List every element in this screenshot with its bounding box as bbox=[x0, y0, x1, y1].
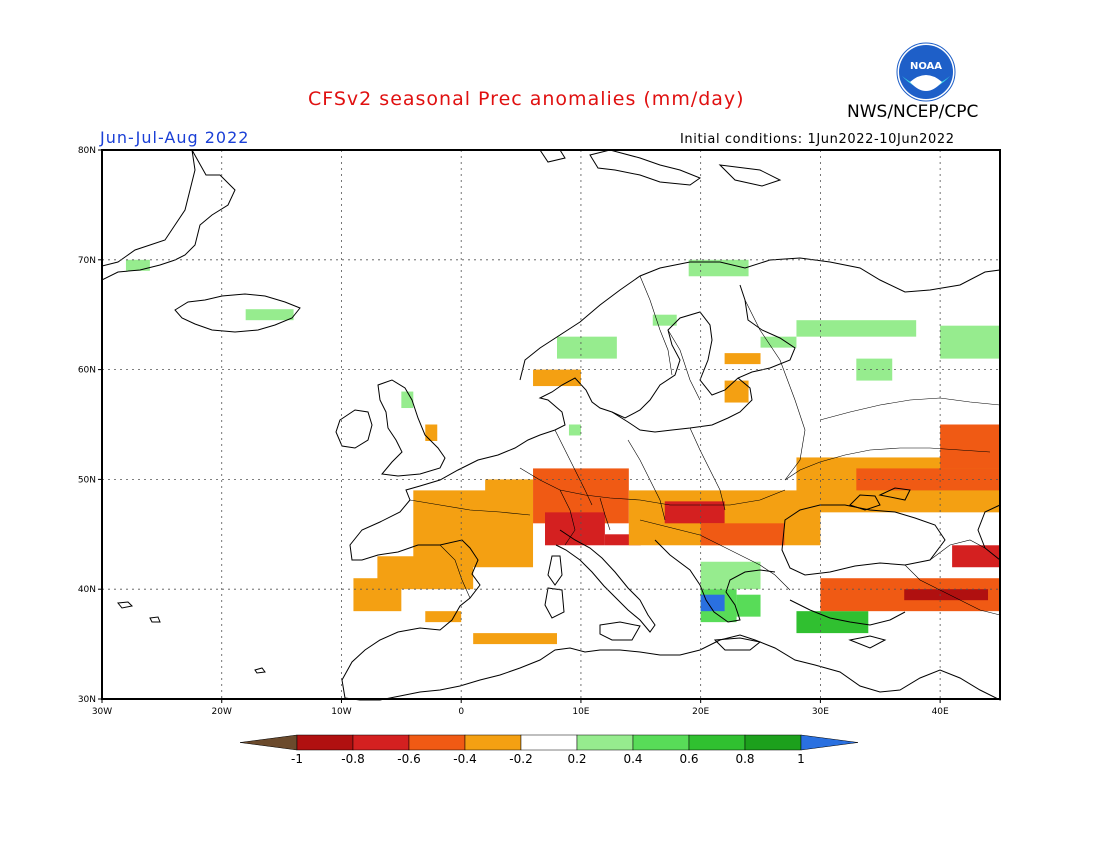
lat-tick-label: 70N bbox=[78, 256, 96, 266]
anomaly-cell bbox=[556, 336, 617, 359]
anomaly-cell bbox=[700, 523, 785, 546]
colorbar-tick-label: 0.6 bbox=[679, 752, 699, 766]
colorbar-bin bbox=[632, 734, 690, 751]
lon-tick-label: 30E bbox=[812, 707, 829, 717]
anomaly-cell bbox=[425, 611, 462, 623]
colorbar-tick-label: -0.2 bbox=[509, 752, 533, 766]
lon-tick-label: 30W bbox=[92, 707, 112, 717]
colorbar-bin bbox=[520, 734, 578, 751]
anomaly-cell bbox=[952, 545, 1000, 568]
country-borders bbox=[409, 275, 1001, 616]
logo-text: NOAA bbox=[910, 61, 942, 72]
colorbar-tick-label: 1 bbox=[797, 752, 805, 766]
colorbar-tick-label: -0.6 bbox=[397, 752, 421, 766]
anomaly-cell bbox=[353, 578, 402, 612]
colorbar bbox=[239, 734, 859, 751]
lon-tick-label: 10E bbox=[572, 707, 589, 717]
anomaly-cell bbox=[856, 468, 1000, 491]
anomaly-cell bbox=[473, 633, 557, 645]
anomaly-cell bbox=[413, 490, 534, 568]
anomaly-cell bbox=[700, 589, 737, 623]
anomaly-cell bbox=[664, 501, 725, 524]
colorbar-bin bbox=[576, 734, 634, 751]
anomaly-cell bbox=[796, 457, 1000, 513]
lon-tick-label: 0 bbox=[458, 707, 464, 717]
anomaly-cell bbox=[688, 259, 749, 277]
colorbar-bin bbox=[352, 734, 410, 751]
colorbar-tick-label: 0.2 bbox=[567, 752, 587, 766]
anomaly-cell bbox=[533, 369, 581, 387]
anomaly-cell bbox=[604, 534, 641, 546]
anomaly-cell bbox=[940, 424, 1000, 469]
anomaly-cell bbox=[760, 336, 797, 348]
lat-tick-label: 30N bbox=[78, 695, 96, 705]
anomaly-cell bbox=[377, 556, 474, 590]
latitude-labels: 80N 70N 60N 50N 40N 30N bbox=[78, 146, 102, 705]
colorbar-bin bbox=[744, 734, 802, 751]
colorbar-bin bbox=[688, 734, 746, 751]
lon-tick-label: 10W bbox=[331, 707, 351, 717]
lon-tick-label: 20E bbox=[692, 707, 709, 717]
noaa-logo: NOAA bbox=[896, 42, 956, 102]
anomaly-cell bbox=[545, 512, 605, 546]
anomaly-cell bbox=[628, 490, 821, 546]
anomaly-cell bbox=[700, 561, 761, 590]
colorbar-tick-label: 0.4 bbox=[623, 752, 643, 766]
colorbar-tick-label: -0.4 bbox=[453, 752, 477, 766]
graticule bbox=[102, 150, 1000, 699]
anomaly-cell bbox=[904, 589, 989, 601]
colorbar-bin bbox=[464, 734, 522, 751]
colorbar-bin bbox=[296, 734, 354, 751]
colorbar-bin bbox=[408, 734, 466, 751]
lon-tick-label: 40E bbox=[932, 707, 949, 717]
map-frame bbox=[101, 149, 1001, 700]
anomaly-cell bbox=[796, 320, 917, 337]
lat-tick-label: 40N bbox=[78, 585, 96, 595]
anomaly-cell bbox=[724, 380, 749, 403]
colorbar-tick-label: 0.8 bbox=[735, 752, 755, 766]
anomaly-cells bbox=[125, 259, 1000, 645]
colorbar-tick-label: -0.8 bbox=[341, 752, 365, 766]
anomaly-cell bbox=[856, 358, 893, 381]
anomaly-cell bbox=[940, 325, 1000, 359]
anomaly-cell bbox=[796, 611, 869, 634]
map-title: CFSv2 seasonal Prec anomalies (mm/day) bbox=[308, 88, 745, 110]
organization-label: NWS/NCEP/CPC bbox=[847, 102, 979, 122]
anomaly-cell bbox=[401, 391, 414, 409]
colorbar-tick-label: -1 bbox=[291, 752, 303, 766]
lon-tick-label: 20W bbox=[212, 707, 232, 717]
colorbar-min-arrow bbox=[239, 734, 298, 751]
initial-conditions-label: Initial conditions: 1Jun2022-10Jun2022 bbox=[680, 132, 955, 147]
anomaly-cell bbox=[425, 424, 438, 441]
lat-tick-label: 80N bbox=[78, 146, 96, 156]
colorbar-max-arrow bbox=[800, 734, 859, 751]
lat-tick-label: 60N bbox=[78, 366, 96, 376]
anomaly-cell bbox=[485, 479, 534, 502]
anomaly-cell bbox=[736, 594, 761, 617]
anomaly-cell bbox=[245, 309, 294, 321]
coastlines bbox=[101, 149, 1001, 701]
anomaly-cell bbox=[820, 578, 1000, 612]
season-label: Jun-Jul-Aug 2022 bbox=[100, 128, 250, 147]
anomaly-cell bbox=[700, 594, 725, 612]
anomaly-cell bbox=[568, 424, 581, 436]
anomaly-cell bbox=[724, 353, 761, 365]
anomaly-cell bbox=[533, 468, 629, 524]
anomaly-cell bbox=[125, 259, 150, 271]
anomaly-cell bbox=[652, 314, 677, 326]
longitude-labels: 30W 20W 10W 0 10E 20E 30E 40E bbox=[92, 699, 949, 717]
lat-tick-label: 50N bbox=[78, 475, 96, 485]
